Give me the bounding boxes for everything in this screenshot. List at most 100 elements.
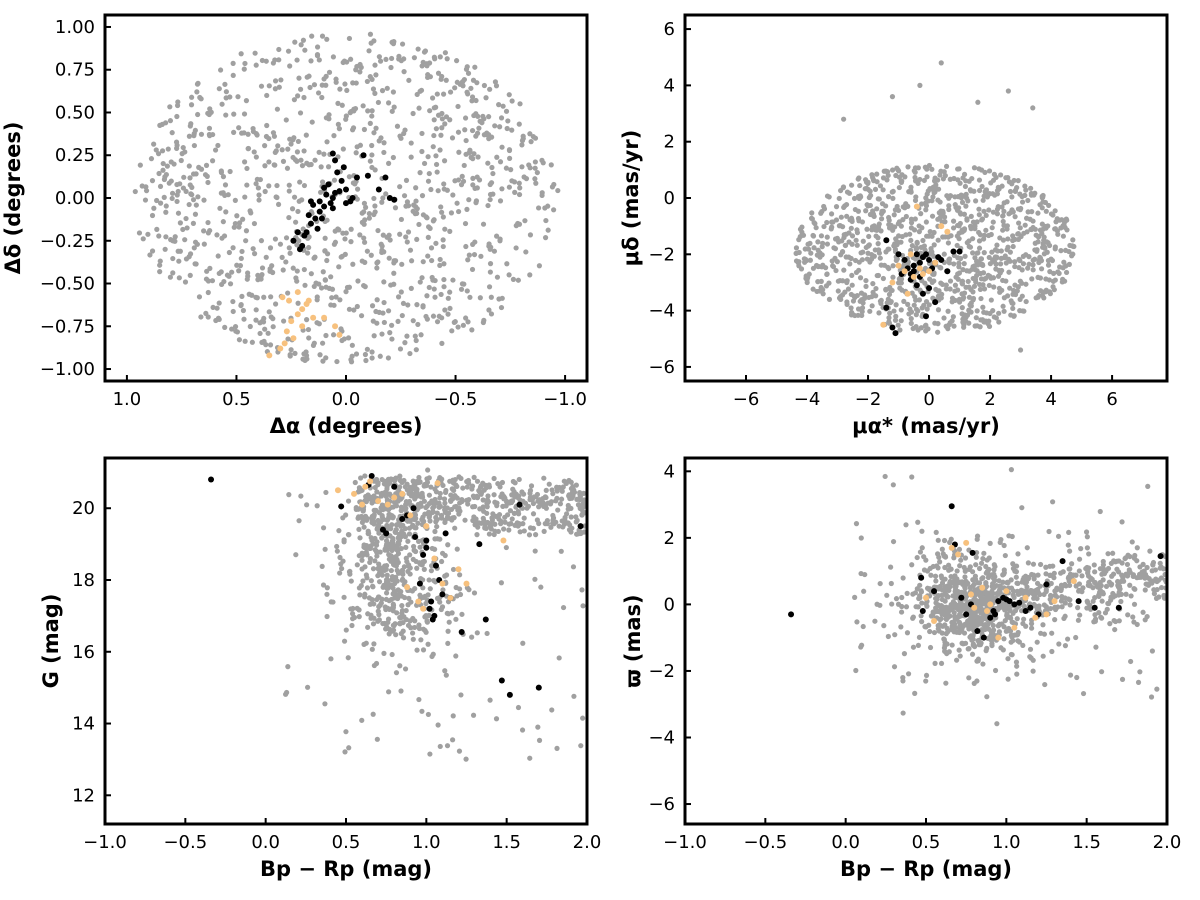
field-star-point	[183, 256, 190, 262]
field-star-point	[485, 160, 491, 166]
field-star-point	[972, 610, 979, 616]
field-star-point	[263, 342, 269, 348]
field-star-point	[314, 44, 321, 50]
field-star-point	[565, 502, 571, 509]
field-star-point	[866, 233, 872, 240]
field-star-point	[266, 309, 272, 315]
field-star-point	[996, 621, 1003, 627]
field-star-point	[824, 271, 830, 277]
field-star-point	[258, 276, 264, 282]
field-star-point	[1009, 207, 1015, 213]
field-star-point	[945, 594, 951, 600]
field-star-point	[1110, 550, 1116, 556]
field-star-point	[457, 591, 464, 598]
field-star-point	[222, 324, 228, 330]
field-star-point	[361, 126, 368, 133]
x-tick-label: 0.5	[222, 389, 251, 410]
field-star-point	[445, 628, 451, 634]
field-star-point	[412, 333, 418, 339]
field-star-point	[826, 280, 832, 286]
field-star-point	[532, 159, 538, 165]
field-star-point	[533, 180, 539, 186]
field-star-point	[886, 319, 892, 325]
field-star-point	[939, 611, 945, 617]
field-star-point	[469, 266, 476, 273]
field-star-point	[512, 189, 518, 195]
field-star-point	[921, 177, 927, 184]
field-star-point	[295, 300, 301, 306]
field-star-point	[222, 182, 229, 188]
field-star-point	[397, 615, 404, 621]
field-star-point	[177, 181, 183, 187]
field-star-point	[258, 83, 265, 89]
field-star-point	[400, 300, 407, 307]
field-star-point	[234, 213, 240, 219]
field-star-point	[406, 77, 412, 83]
field-star-point	[891, 664, 898, 670]
field-star-point	[1024, 545, 1030, 551]
member-star-point	[577, 523, 584, 530]
field-star-point	[437, 54, 443, 60]
field-star-point	[426, 492, 432, 498]
field-star-point	[844, 279, 850, 286]
field-star-point	[354, 196, 360, 202]
field-star-point	[343, 627, 349, 633]
field-star-point	[1067, 597, 1073, 603]
field-star-point	[414, 206, 420, 212]
field-star-point	[991, 584, 997, 590]
field-star-point	[359, 219, 365, 225]
field-star-point	[262, 143, 268, 149]
field-star-point	[390, 585, 396, 591]
field-star-point	[370, 583, 376, 589]
field-star-point	[324, 251, 331, 257]
field-star-point	[364, 575, 370, 581]
field-star-point	[403, 555, 409, 561]
field-star-point	[415, 479, 421, 486]
field-star-point	[1004, 293, 1011, 299]
field-star-point	[181, 174, 187, 180]
field-star-point	[877, 580, 883, 587]
field-star-point	[409, 258, 415, 264]
field-star-point	[507, 508, 514, 514]
field-star-point	[899, 603, 905, 610]
field-star-point	[1046, 528, 1052, 535]
field-star-point	[381, 149, 387, 156]
field-star-point	[304, 160, 310, 166]
field-star-point	[848, 255, 854, 262]
field-star-point	[939, 596, 945, 603]
field-star-point	[1016, 639, 1023, 645]
field-star-point	[509, 516, 515, 522]
field-star-point	[357, 514, 364, 520]
field-star-point	[438, 204, 444, 210]
field-star-point	[414, 647, 420, 653]
field-star-point	[395, 294, 402, 300]
field-star-point	[272, 162, 278, 168]
member-star-point	[1027, 604, 1034, 611]
field-star-point	[364, 552, 370, 558]
field-star-point	[492, 123, 498, 129]
field-star-point	[477, 118, 483, 124]
field-star-point	[966, 268, 972, 274]
field-star-point	[405, 538, 411, 544]
field-star-point	[1017, 308, 1023, 314]
field-star-point	[1040, 289, 1046, 295]
field-star-point	[1010, 305, 1016, 312]
field-star-point	[835, 288, 841, 294]
field-star-point	[401, 477, 407, 484]
field-star-point	[314, 503, 320, 509]
field-star-point	[1024, 584, 1030, 590]
field-star-point	[168, 237, 174, 243]
field-star-point	[486, 307, 492, 313]
field-star-point	[952, 288, 958, 294]
field-star-point	[392, 205, 399, 211]
field-star-point	[427, 751, 433, 757]
field-star-point	[369, 303, 376, 309]
field-star-point	[403, 234, 409, 240]
field-star-point	[951, 610, 957, 616]
x-tick-label: −0.5	[163, 832, 207, 853]
field-star-point	[978, 560, 985, 566]
field-star-point	[295, 93, 301, 99]
field-star-point	[364, 78, 370, 85]
field-star-point	[420, 59, 426, 65]
field-star-point	[491, 248, 498, 254]
